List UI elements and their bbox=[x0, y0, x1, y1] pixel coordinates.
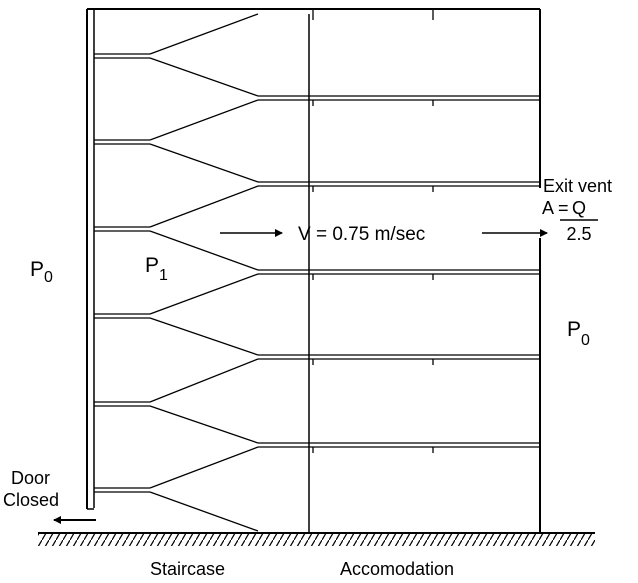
exit-vent-area-prefix: A = bbox=[542, 198, 569, 218]
ceiling-marks bbox=[312, 9, 434, 453]
pressure-staircase-label: P1 bbox=[145, 254, 168, 284]
ground bbox=[38, 532, 595, 546]
stair-inner-wall bbox=[87, 9, 95, 510]
floor-slabs bbox=[258, 95, 540, 448]
pressure-outside-left-label: P0 bbox=[30, 258, 53, 286]
staircase-flights bbox=[94, 13, 259, 532]
accommodation-label: Accomodation bbox=[340, 559, 454, 579]
staircase-label: Staircase bbox=[150, 559, 225, 579]
exit-vent-denominator: 2.5 bbox=[566, 224, 591, 244]
pressure-outside-right-label: P0 bbox=[567, 318, 590, 349]
ground-hatching bbox=[38, 534, 595, 546]
door-label-line2: Closed bbox=[3, 490, 59, 510]
exit-vent-title: Exit vent bbox=[543, 176, 612, 196]
door-label-line1: Door bbox=[11, 468, 50, 488]
velocity-label: V = 0.75 m/sec bbox=[298, 224, 425, 245]
exit-vent-numerator: Q bbox=[572, 198, 586, 218]
